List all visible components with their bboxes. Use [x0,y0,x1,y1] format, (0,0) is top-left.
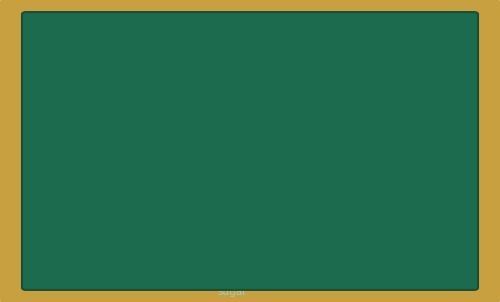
Text: NH: NH [380,107,400,120]
Text: Phosphate
group: Phosphate group [92,35,148,57]
Text: O: O [350,60,360,73]
Text: O: O [225,143,234,153]
Text: Pentose
sugar: Pentose sugar [212,275,252,297]
Text: Nitrogenous
base: Nitrogenous base [299,35,362,57]
Text: OH: OH [242,236,260,246]
Text: HO: HO [63,115,83,128]
Text: N: N [310,78,320,92]
Text: N: N [276,136,286,149]
Text: N: N [331,172,341,185]
Text: O: O [152,115,162,128]
Text: N: N [313,146,323,159]
Text: OH: OH [199,236,218,246]
Text: P: P [120,115,130,128]
Text: OH: OH [114,149,134,162]
Text: O: O [120,79,130,92]
Text: 2: 2 [389,147,394,156]
Text: NH: NH [368,143,386,153]
